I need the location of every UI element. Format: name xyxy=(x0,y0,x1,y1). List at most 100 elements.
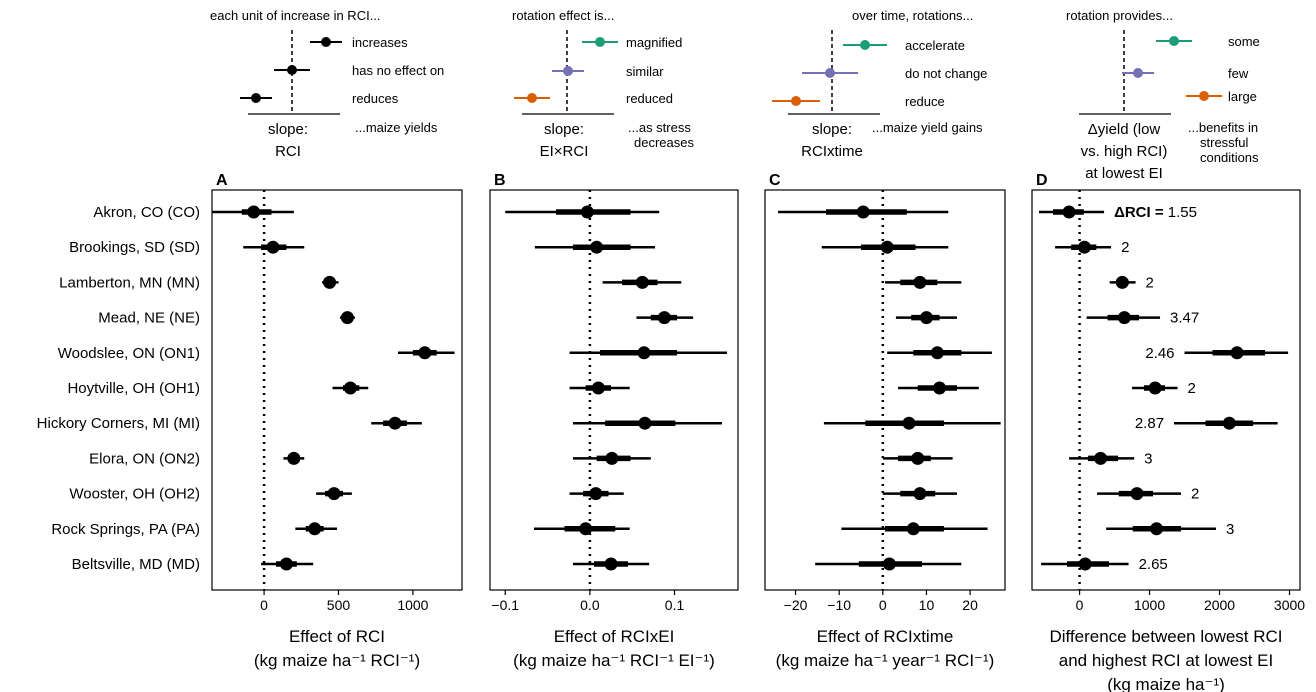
legend-footer: ...as stress xyxy=(628,120,691,135)
point-estimate xyxy=(902,416,916,430)
x-axis-label: Effect of RCIxtime xyxy=(817,627,954,646)
x-tick-label: 10 xyxy=(919,597,935,613)
point-estimate xyxy=(1115,275,1129,289)
legend-item-label: increases xyxy=(352,35,408,50)
legend-point xyxy=(1169,36,1179,46)
x-axis-label: Effect of RCIxEI xyxy=(554,627,675,646)
point-estimate xyxy=(343,381,357,395)
legend-item-label: magnified xyxy=(626,35,682,50)
legend-point xyxy=(1133,68,1143,78)
legend-layer: each unit of increase in RCI... increases… xyxy=(210,8,1260,182)
delta-rci-annotation: 3 xyxy=(1226,521,1234,538)
point-estimate xyxy=(657,311,671,325)
point-estimate xyxy=(589,487,603,501)
point-estimate xyxy=(279,557,293,571)
point-estimate xyxy=(913,275,927,289)
x-tick-label: 1000 xyxy=(397,597,428,613)
legend-point xyxy=(287,65,297,75)
x-tick-label: 0 xyxy=(1076,597,1084,613)
point-estimate xyxy=(247,205,261,219)
point-estimate xyxy=(590,240,604,254)
legend-axis-label: slope: xyxy=(812,121,852,138)
delta-rci-annotation: 2 xyxy=(1121,239,1129,256)
legend-footer: ...maize yield gains xyxy=(872,120,983,135)
legend-item-label: some xyxy=(1228,34,1260,49)
delta-rci-value: 3.47 xyxy=(1170,310,1199,327)
legend-point xyxy=(595,37,605,47)
point-estimate xyxy=(911,451,925,465)
point-estimate xyxy=(579,522,593,536)
x-axis-label: (kg maize ha⁻¹ RCI⁻¹ EI⁻¹) xyxy=(513,651,715,670)
point-estimate xyxy=(930,346,944,360)
legend-point xyxy=(251,93,261,103)
delta-rci-value: 2.65 xyxy=(1139,556,1168,573)
point-estimate xyxy=(580,205,594,219)
panel-frame xyxy=(764,189,1006,591)
delta-rci-value: 2 xyxy=(1121,239,1129,256)
point-estimate xyxy=(1148,381,1162,395)
panel-D: D 0 1000 2000 3000 Difference between lowest … xyxy=(1031,172,1305,692)
x-tick-label: −10 xyxy=(827,597,851,613)
x-tick-label: −0.1 xyxy=(491,597,519,613)
legend-header: each unit of increase in RCI... xyxy=(210,8,381,23)
x-tick-label: 0 xyxy=(879,597,887,613)
panel-frame xyxy=(211,189,463,591)
site-label: Beltsville, MD (MD) xyxy=(72,556,200,573)
legend-axis-label: slope: xyxy=(544,121,584,138)
panel-label: B xyxy=(494,172,506,189)
legend-3: over time, rotations... accelerate do not … xyxy=(772,8,987,160)
delta-rci-value: 2 xyxy=(1188,380,1196,397)
x-tick-label: 2000 xyxy=(1204,597,1235,613)
panel-frame xyxy=(489,189,739,591)
point-estimate xyxy=(856,205,870,219)
delta-rci-annotation: 2.65 xyxy=(1139,556,1168,573)
delta-rci-annotation: 3.47 xyxy=(1170,310,1199,327)
delta-rci-value: 2 xyxy=(1191,486,1199,503)
legend-point xyxy=(860,40,870,50)
point-estimate xyxy=(1130,487,1144,501)
delta-rci-annotation: 2.46 xyxy=(1145,345,1174,362)
site-label: Mead, NE (NE) xyxy=(98,310,200,327)
point-estimate xyxy=(1078,557,1092,571)
x-axis-label: (kg maize ha⁻¹ RCI⁻¹) xyxy=(254,651,420,670)
legend-header: over time, rotations... xyxy=(852,8,973,23)
legend-header: rotation provides... xyxy=(1066,8,1173,23)
delta-rci-annotation: ΔRCI = 1.55 xyxy=(1114,204,1197,221)
point-estimate xyxy=(882,557,896,571)
x-tick-label: 500 xyxy=(327,597,351,613)
legend-footer: ...maize yields xyxy=(355,120,438,135)
point-estimate xyxy=(1062,205,1076,219)
legend-axis-label: Δyield (low xyxy=(1088,121,1161,138)
point-estimate xyxy=(1094,451,1108,465)
delta-rci-value: 1.55 xyxy=(1168,204,1197,221)
x-axis-label: Effect of RCI xyxy=(289,627,385,646)
site-label: Wooster, OH (OH2) xyxy=(69,486,200,503)
point-estimate xyxy=(1117,311,1131,325)
point-estimate xyxy=(605,451,619,465)
site-label: Brookings, SD (SD) xyxy=(69,239,200,256)
panel-B: B −0.1 0.0 0.1 Effect of RCIxEI (kg maize ha⁻… xyxy=(489,172,739,670)
x-tick-label: 0 xyxy=(260,597,268,613)
legend-footer: decreases xyxy=(634,135,694,150)
point-estimate xyxy=(906,522,920,536)
delta-rci-value: 2.46 xyxy=(1145,345,1174,362)
x-tick-label: 0.0 xyxy=(580,597,600,613)
point-estimate xyxy=(327,487,341,501)
x-axis-label: (kg maize ha⁻¹) xyxy=(1107,675,1225,692)
point-estimate xyxy=(880,240,894,254)
x-tick-label: 20 xyxy=(962,597,978,613)
legend-footer: conditions xyxy=(1200,150,1259,165)
point-estimate xyxy=(323,275,337,289)
legend-item-label: has no effect on xyxy=(352,63,444,78)
site-label: Lamberton, MN (MN) xyxy=(59,274,200,291)
point-estimate xyxy=(591,381,605,395)
delta-rci-annotation: 2 xyxy=(1188,380,1196,397)
point-estimate xyxy=(340,311,354,325)
legend-point xyxy=(527,93,537,103)
panel-frame xyxy=(1031,189,1301,591)
legend-item-label: reduce xyxy=(905,94,945,109)
panel-C: C −20 −10 0 10 20 Effect of RCIxtime (kg maize … xyxy=(764,172,1006,670)
delta-rci-annotation: 2.87 xyxy=(1135,415,1164,432)
legend-item-label: accelerate xyxy=(905,38,965,53)
